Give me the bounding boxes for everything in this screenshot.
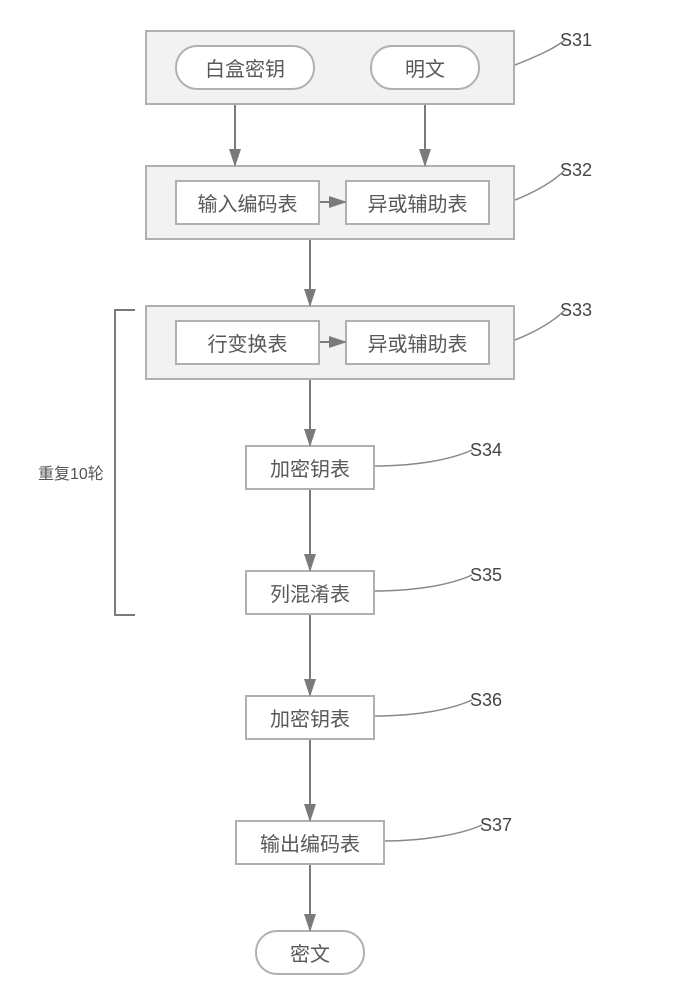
- step-label-s31: S31: [560, 30, 592, 51]
- mix-col-table-label: 列混淆表: [270, 578, 350, 607]
- input-encode-table: 输入编码表: [175, 180, 320, 225]
- xor-aux-table-2-label: 异或辅助表: [368, 328, 468, 357]
- add-key-table-2-label: 加密钥表: [270, 703, 350, 732]
- input-encode-table-label: 输入编码表: [198, 188, 298, 217]
- step-label-s32: S32: [560, 160, 592, 181]
- step-label-s36: S36: [470, 690, 502, 711]
- loop-label: 重复10轮: [38, 460, 104, 484]
- xor-aux-table-1: 异或辅助表: [345, 180, 490, 225]
- output-encode-table: 输出编码表: [235, 820, 385, 865]
- xor-aux-table-2: 异或辅助表: [345, 320, 490, 365]
- ciphertext-label: 密文: [290, 938, 330, 967]
- add-key-table-2: 加密钥表: [245, 695, 375, 740]
- mix-col-table: 列混淆表: [245, 570, 375, 615]
- row-shift-table: 行变换表: [175, 320, 320, 365]
- whitebox-key: 白盒密钥: [175, 45, 315, 90]
- plaintext-label: 明文: [405, 53, 445, 82]
- ciphertext: 密文: [255, 930, 365, 975]
- step-label-s37: S37: [480, 815, 512, 836]
- row-shift-table-label: 行变换表: [208, 328, 288, 357]
- output-encode-table-label: 输出编码表: [260, 828, 360, 857]
- plaintext: 明文: [370, 45, 480, 90]
- xor-aux-table-1-label: 异或辅助表: [368, 188, 468, 217]
- step-label-s35: S35: [470, 565, 502, 586]
- step-label-s33: S33: [560, 300, 592, 321]
- add-key-table-1-label: 加密钥表: [270, 453, 350, 482]
- step-label-s34: S34: [470, 440, 502, 461]
- whitebox-key-label: 白盒密钥: [205, 53, 285, 82]
- add-key-table-1: 加密钥表: [245, 445, 375, 490]
